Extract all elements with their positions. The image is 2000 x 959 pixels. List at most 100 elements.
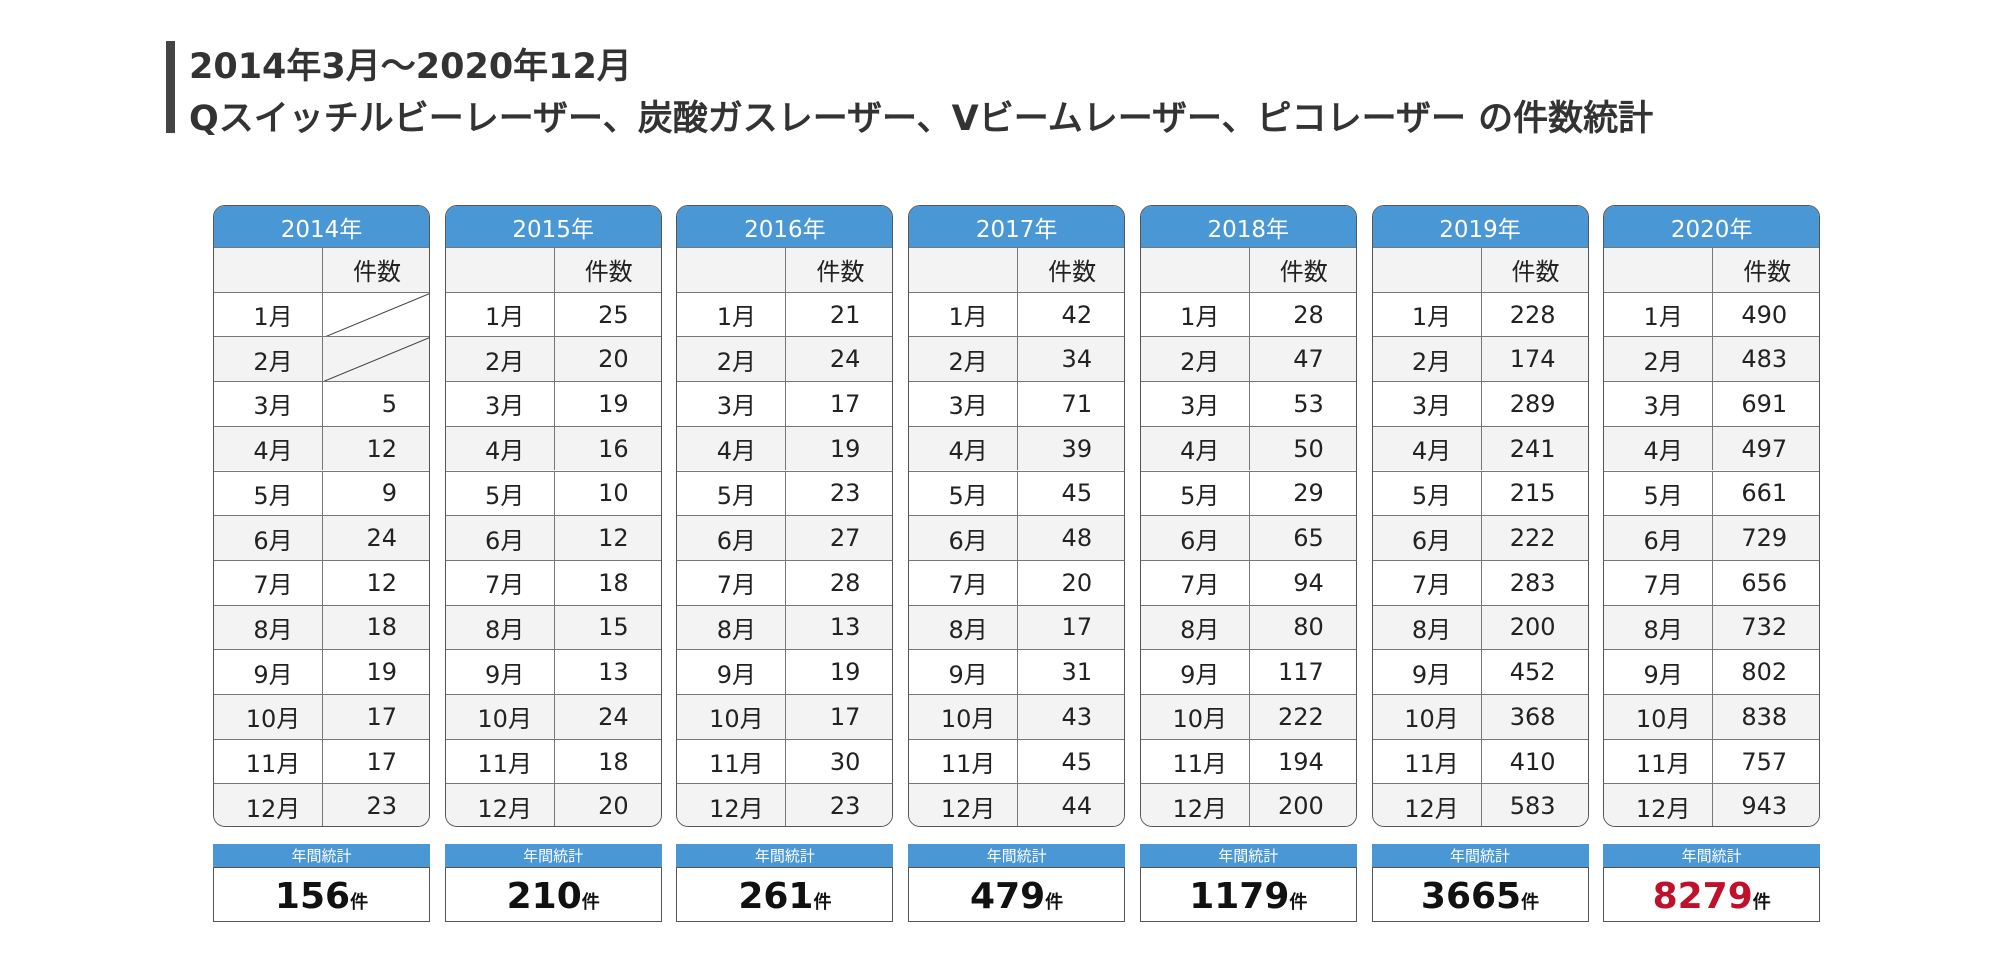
count-cell: 件数	[1713, 247, 1820, 292]
label-cell: 8月	[909, 604, 1019, 650]
annual-label: 年間統計	[908, 844, 1126, 867]
year-table: 2020年 件数 1月 490 2月 483 3月 691 4月 497 5月 661 6月 729 7月 6…	[1603, 205, 1821, 828]
count-cell: 44	[1018, 783, 1125, 827]
annual-label: 年間統計	[444, 844, 662, 867]
label-cell: 3月	[1372, 381, 1482, 426]
count-cell: 20	[1018, 559, 1125, 605]
label-cell	[1372, 247, 1482, 292]
label-cell: 6月	[677, 515, 787, 560]
label-cell: 9月	[445, 649, 555, 694]
label-cell: 10月	[677, 694, 787, 739]
label-cell: 9月	[1604, 649, 1714, 694]
label-cell: 10月	[1140, 694, 1250, 739]
count-cell: 13	[786, 604, 893, 650]
label-cell: 12月	[1140, 783, 1250, 827]
count-cell: 289	[1481, 381, 1588, 426]
count-cell: 228	[1481, 291, 1588, 337]
count-cell: 48	[1018, 515, 1125, 560]
year-table: 2015年 件数 1月 25 2月 20 3月 19 4月 16 5月 10 6月 12 7月 18 8月 15 9…	[444, 205, 662, 828]
label-cell: 2月	[909, 336, 1019, 382]
count-cell: 29	[1249, 470, 1356, 516]
label-cell: 5月	[677, 470, 787, 516]
label-cell: 6月	[909, 515, 1019, 560]
total-number: 210	[506, 876, 582, 917]
label-cell	[445, 247, 555, 292]
count-cell: 23	[323, 783, 429, 827]
count-cell: 802	[1713, 649, 1820, 694]
total-number: 8279	[1652, 876, 1753, 917]
label-cell: 3月	[677, 381, 787, 426]
count-cell: 20	[554, 783, 661, 827]
count-cell: 729	[1713, 515, 1820, 560]
annual-total: 1179 件	[1139, 867, 1357, 922]
count-cell: 16	[554, 425, 661, 471]
label-cell: 5月	[1372, 470, 1482, 516]
label-cell: 2月	[1604, 336, 1714, 382]
count-cell: 19	[786, 649, 893, 694]
count-cell: 21	[786, 291, 893, 337]
label-cell: 11月	[1604, 738, 1714, 784]
label-cell: 12月	[677, 783, 787, 827]
label-cell: 11月	[445, 738, 555, 784]
label-cell: 6月	[1604, 515, 1714, 560]
count-cell: 27	[786, 515, 893, 560]
label-cell: 2月	[445, 336, 555, 382]
count-cell: 17	[786, 381, 893, 426]
count-cell: 17	[1018, 604, 1125, 650]
count-cell: 件数	[323, 247, 429, 292]
total-unit: 件	[813, 892, 832, 913]
title-line: Qスイッチルビーレーザー、炭酸ガスレーザー、Vビームレーザー、ピコレーザー の件…	[189, 99, 1654, 139]
annual-label: 年間統計	[676, 844, 894, 867]
count-cell: 452	[1481, 649, 1588, 694]
count-cell: 23	[786, 783, 893, 827]
year-header: 2016年	[677, 206, 893, 247]
year-header: 2017年	[909, 206, 1125, 247]
title-line: 2014年3月～2020年12月	[189, 47, 632, 87]
label-cell: 7月	[1140, 559, 1250, 605]
year-table: 2016年 件数 1月 21 2月 24 3月 17 4月 19 5月 23 6月 27 7月 28 8月 13 9…	[676, 205, 894, 828]
label-cell: 10月	[909, 694, 1019, 739]
count-cell: 215	[1481, 470, 1588, 516]
label-cell: 10月	[1372, 694, 1482, 739]
count-cell: 45	[1018, 738, 1125, 784]
label-cell: 2月	[1372, 336, 1482, 382]
label-cell: 4月	[1372, 425, 1482, 471]
count-cell: 42	[1018, 291, 1125, 337]
total-unit: 件	[1289, 892, 1308, 913]
label-cell: 5月	[1604, 470, 1714, 516]
count-cell: 691	[1713, 381, 1820, 426]
label-cell: 1月	[1140, 291, 1250, 337]
count-cell: 28	[786, 559, 893, 605]
count-cell: 757	[1713, 738, 1820, 784]
label-cell: 1月	[445, 291, 555, 337]
label-cell: 8月	[1372, 604, 1482, 650]
label-cell: 10月	[214, 694, 323, 739]
total-unit: 件	[581, 892, 600, 913]
annual-total: 210 件	[444, 867, 662, 922]
total-number: 3665	[1420, 876, 1522, 917]
label-cell: 12月	[1604, 783, 1714, 827]
label-cell: 4月	[1140, 425, 1250, 471]
label-cell: 5月	[445, 470, 555, 516]
count-cell: 12	[323, 425, 429, 471]
label-cell: 6月	[1372, 515, 1482, 560]
count-cell: 943	[1713, 783, 1820, 827]
empty-diagonal	[323, 292, 429, 338]
count-cell: 19	[554, 381, 661, 426]
annual-total: 3665 件	[1371, 867, 1589, 922]
count-cell: 31	[1018, 649, 1125, 694]
count-cell: 12	[554, 515, 661, 560]
count-cell: 241	[1481, 425, 1588, 471]
label-cell: 2月	[677, 336, 787, 382]
annual-label: 年間統計	[1139, 844, 1357, 867]
label-cell: 8月	[214, 604, 323, 650]
total-unit: 件	[1521, 892, 1540, 913]
title-bar	[166, 41, 175, 133]
label-cell: 7月	[445, 559, 555, 605]
empty-diagonal	[323, 337, 429, 383]
count-cell: 50	[1249, 425, 1356, 471]
label-cell: 6月	[214, 515, 323, 560]
year-header: 2020年	[1604, 206, 1820, 247]
label-cell: 4月	[677, 425, 787, 471]
count-cell: 222	[1249, 694, 1356, 739]
